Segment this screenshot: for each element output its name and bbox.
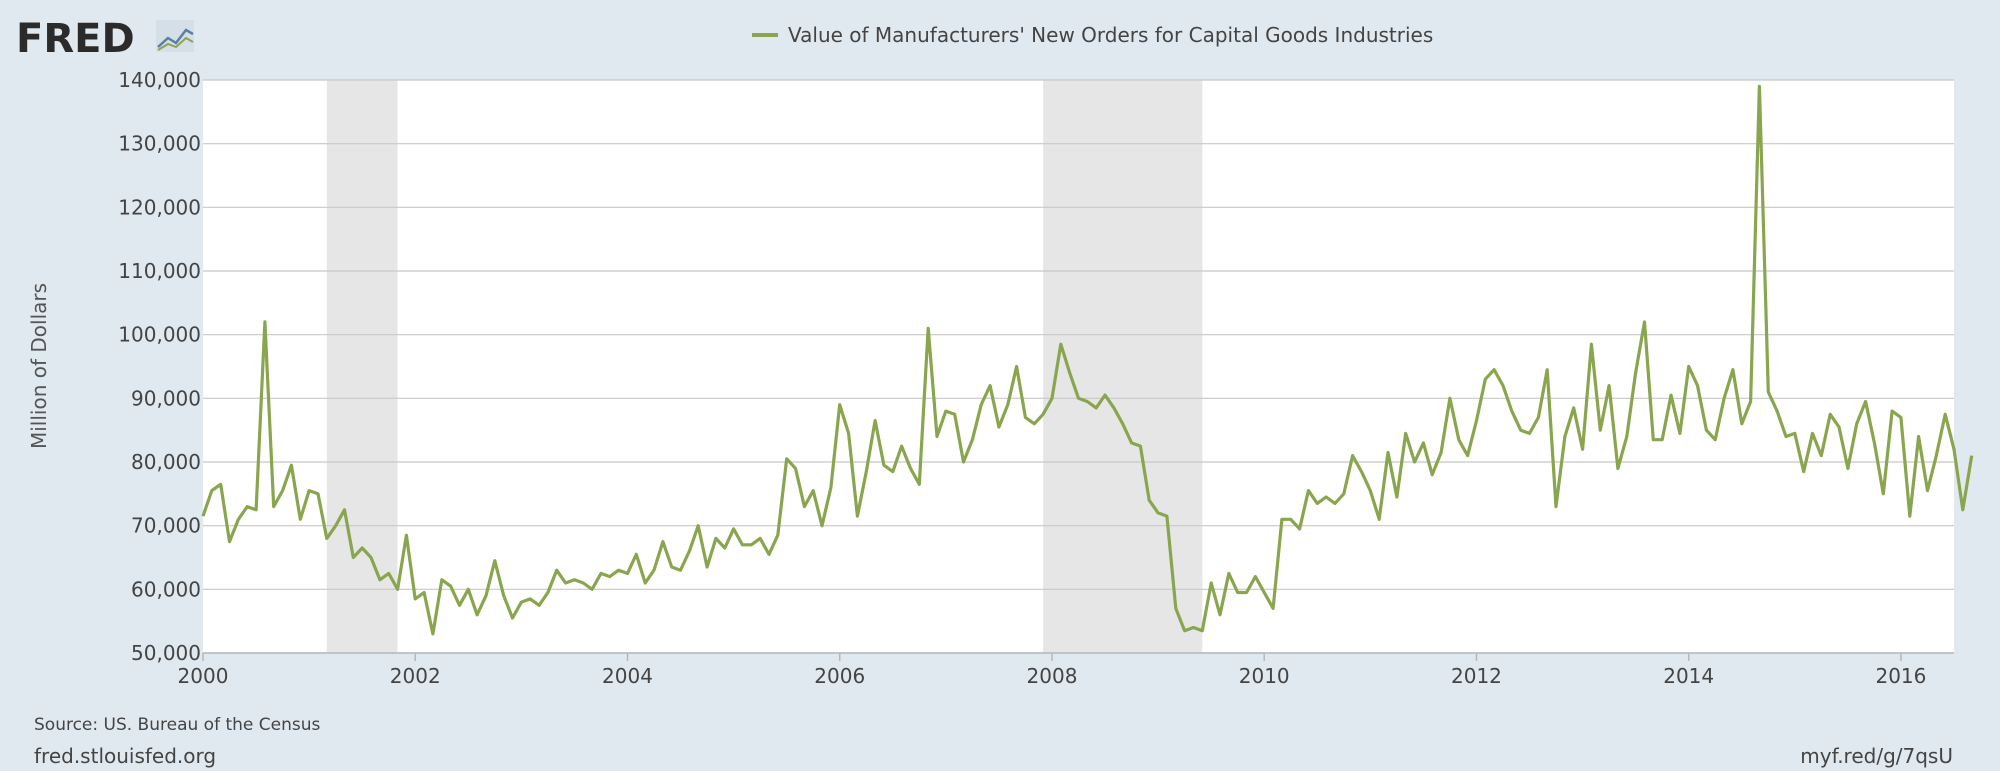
x-tick-label: 2002 [390, 664, 441, 688]
y-tick-label: 60,000 [131, 577, 201, 601]
y-tick-label: 90,000 [131, 386, 201, 410]
x-tick-label: 2016 [1875, 664, 1926, 688]
y-tick-label: 100,000 [118, 323, 201, 347]
x-tick-label: 2008 [1027, 664, 1078, 688]
x-tick-label: 2012 [1451, 664, 1502, 688]
y-tick-label: 50,000 [131, 641, 201, 665]
source-note: Source: US. Bureau of the Census [34, 715, 320, 735]
short-link[interactable]: myf.red/g/7qsU [1800, 744, 1953, 768]
fred-logo[interactable]: FRED [16, 16, 135, 62]
line-chart-icon [156, 20, 194, 52]
y-tick-label: 80,000 [131, 450, 201, 474]
recession-band [327, 80, 398, 653]
y-axis-label: Million of Dollars [27, 283, 51, 449]
site-link[interactable]: fred.stlouisfed.org [34, 744, 216, 768]
x-tick-label: 2004 [602, 664, 653, 688]
x-tick-label: 2006 [814, 664, 865, 688]
x-tick-label: 2000 [178, 664, 229, 688]
legend: Value of Manufacturers' New Orders for C… [752, 23, 1433, 47]
x-tick-label: 2010 [1239, 664, 1290, 688]
x-tick-label: 2014 [1663, 664, 1714, 688]
y-tick-label: 140,000 [118, 68, 201, 92]
legend-label: Value of Manufacturers' New Orders for C… [788, 23, 1433, 47]
y-tick-label: 110,000 [118, 259, 201, 283]
y-tick-label: 70,000 [131, 514, 201, 538]
y-tick-label: 120,000 [118, 195, 201, 219]
y-tick-label: 130,000 [118, 132, 201, 156]
